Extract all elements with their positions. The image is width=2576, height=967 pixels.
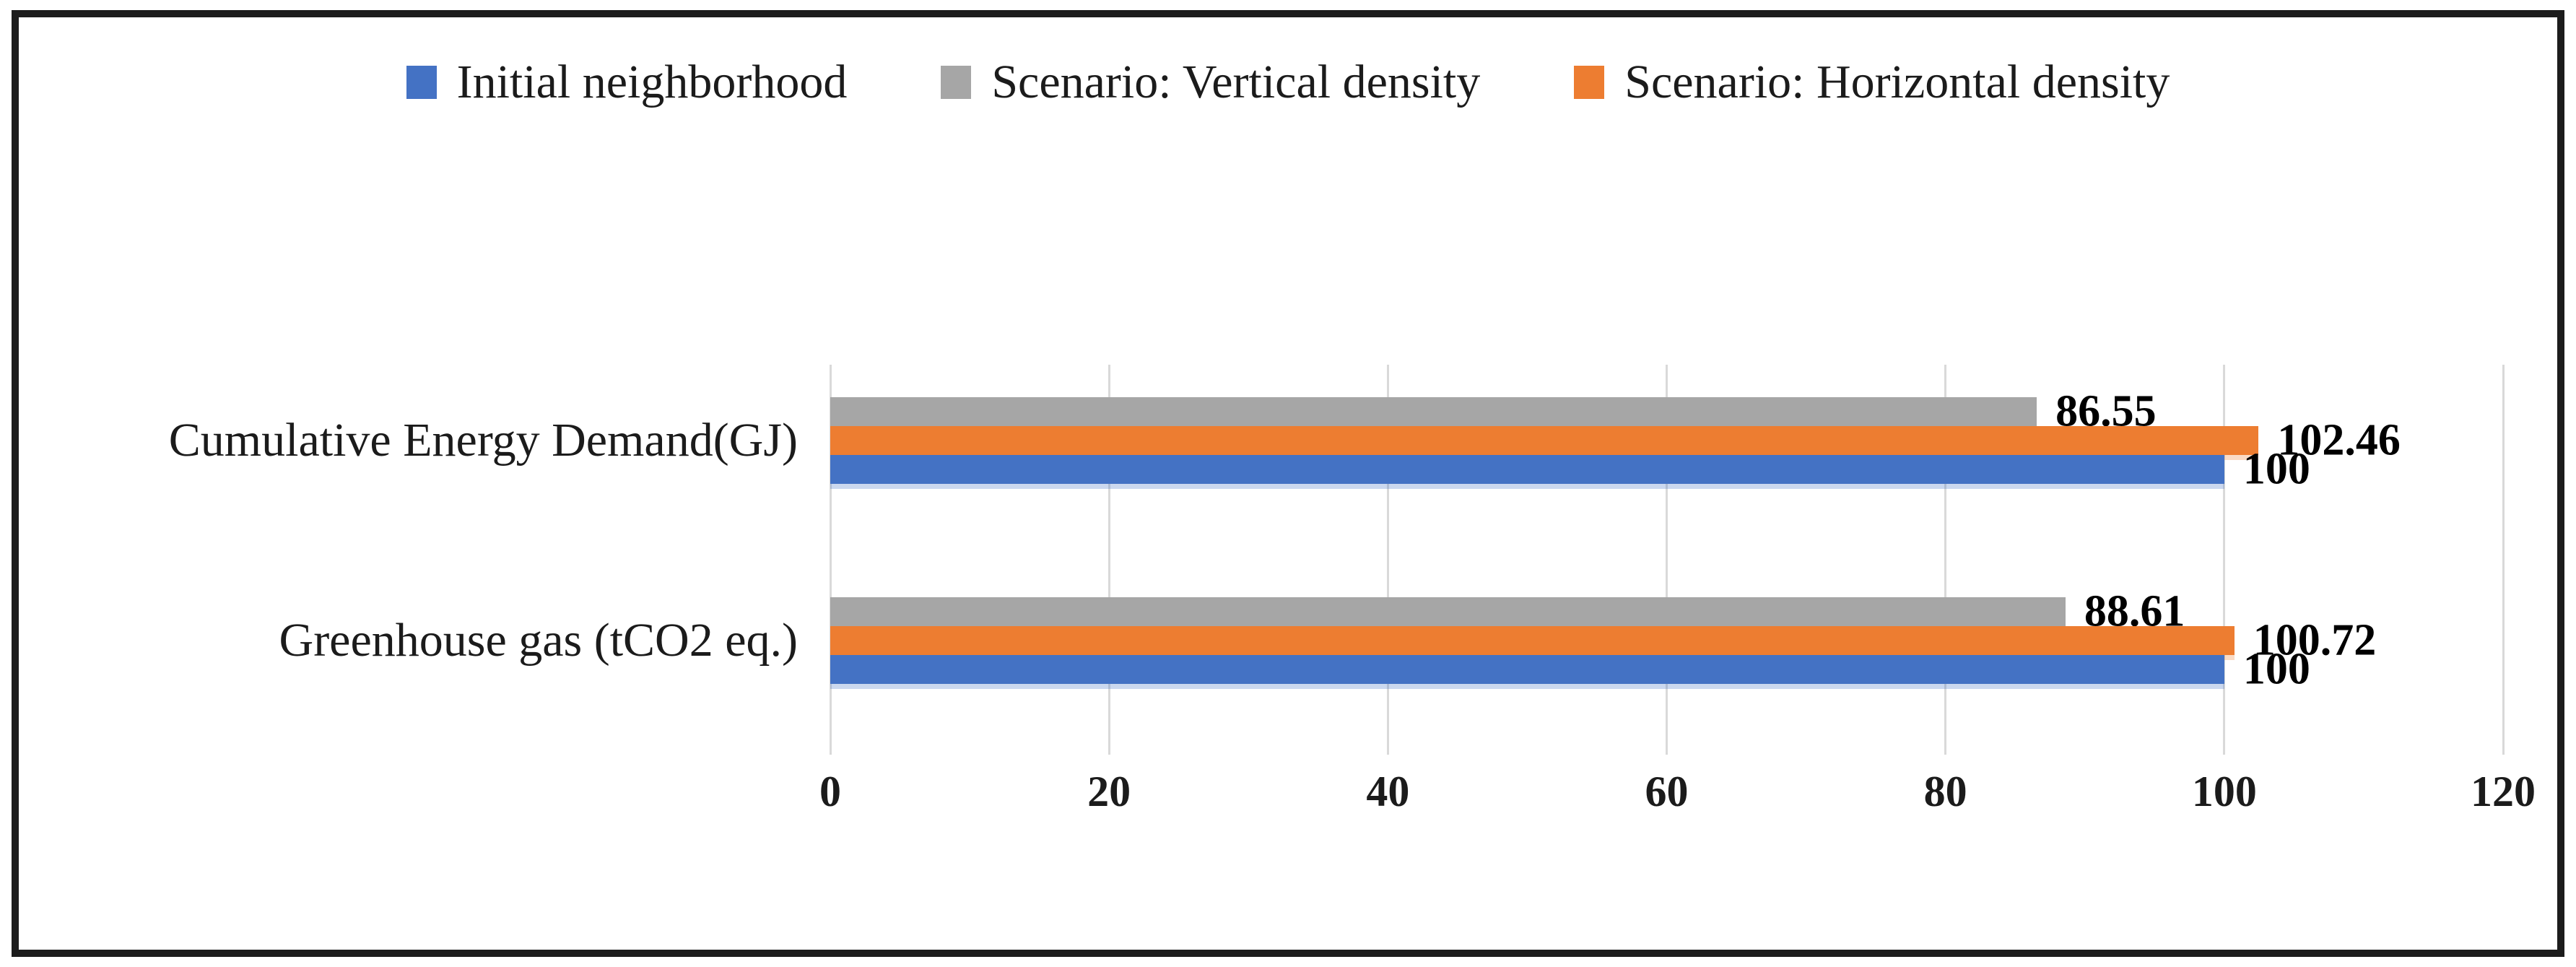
data-label: 100.72 xyxy=(2253,615,2377,665)
x-tick-label: 120 xyxy=(2471,768,2536,815)
data-label: 102.46 xyxy=(2277,415,2401,465)
gridline xyxy=(1944,365,1947,755)
data-label: 100 xyxy=(2242,444,2310,494)
data-label: 100 xyxy=(2242,644,2310,694)
legend-label: Initial neighborhood xyxy=(456,56,848,108)
gridline xyxy=(829,365,832,755)
legend-label: Scenario: Vertical density xyxy=(991,56,1481,108)
legend-marker-icon xyxy=(406,66,437,99)
x-tick-label: 20 xyxy=(1087,768,1131,815)
legend-item-scenario-horizontal-density: Scenario: Horizontal density xyxy=(1574,55,2170,110)
legend-item-initial-neighborhood: Initial neighborhood xyxy=(406,55,848,110)
category-label: Greenhouse gas (tCO2 eq.) xyxy=(279,614,798,667)
x-tick-label: 80 xyxy=(1923,768,1967,815)
bar-scenario-vertical-density xyxy=(830,397,2037,426)
legend-item-scenario-vertical-density: Scenario: Vertical density xyxy=(941,55,1480,110)
gridline xyxy=(2223,365,2226,755)
bar-scenario-horizontal-density xyxy=(830,426,2259,455)
x-tick-label: 0 xyxy=(819,768,841,815)
gridline xyxy=(1108,365,1110,755)
legend-marker-icon xyxy=(1574,66,1605,99)
bar-initial-neighborhood xyxy=(830,655,2224,684)
gridline xyxy=(1666,365,1668,755)
bar-scenario-vertical-density xyxy=(830,597,2066,626)
legend-marker-icon xyxy=(941,66,972,99)
chart-legend: Initial neighborhood Scenario: Vertical d… xyxy=(0,55,2576,110)
category-label: Cumulative Energy Demand(GJ) xyxy=(168,414,798,467)
x-tick-label: 60 xyxy=(1645,768,1689,815)
bar-initial-neighborhood xyxy=(830,455,2224,484)
legend-label: Scenario: Horizontal density xyxy=(1624,56,2170,108)
bar-scenario-horizontal-density xyxy=(830,626,2235,655)
x-tick-label: 40 xyxy=(1366,768,1410,815)
x-tick-label: 100 xyxy=(2191,768,2257,815)
gridline xyxy=(2502,365,2505,755)
gridline xyxy=(1386,365,1389,755)
